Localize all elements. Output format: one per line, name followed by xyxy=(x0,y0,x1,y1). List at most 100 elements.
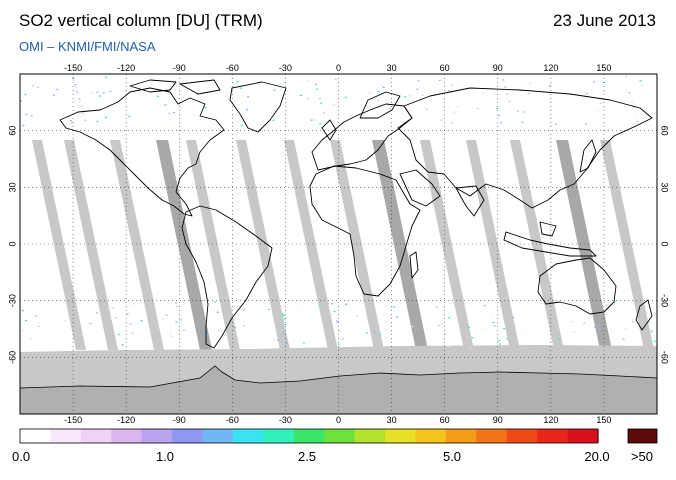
colorbar-segment xyxy=(111,429,143,443)
noise-speckle xyxy=(72,77,75,79)
noise-speckle xyxy=(284,323,287,326)
noise-speckle xyxy=(573,331,576,333)
noise-speckle xyxy=(612,330,615,332)
noise-speckle xyxy=(283,318,286,320)
noise-speckle xyxy=(22,124,25,127)
orbit-gap-swath xyxy=(284,140,338,350)
noise-speckle xyxy=(522,334,525,336)
noise-speckle xyxy=(56,88,59,90)
noise-speckle xyxy=(594,326,597,328)
noise-speckle xyxy=(548,84,551,87)
noise-speckle xyxy=(408,95,411,97)
orbit-gap-swath xyxy=(32,140,86,350)
colorbar-segment xyxy=(141,429,173,443)
colorbar-overflow-label: >50 xyxy=(630,449,654,464)
noise-speckle xyxy=(175,321,178,323)
colorbar-segment xyxy=(445,429,477,443)
colorbar-segment xyxy=(20,429,52,443)
noise-speckle xyxy=(503,328,506,330)
noise-speckle xyxy=(500,122,503,124)
noise-speckle xyxy=(501,304,504,306)
noise-speckle xyxy=(336,320,339,322)
noise-speckle xyxy=(121,344,124,346)
noise-speckle xyxy=(496,108,499,110)
noise-speckle xyxy=(468,326,471,328)
coastlines xyxy=(59,79,653,349)
noise-speckle xyxy=(204,107,207,109)
noise-speckle xyxy=(76,91,79,93)
noise-speckle xyxy=(77,324,80,327)
noise-speckle xyxy=(76,93,79,95)
noise-speckle xyxy=(476,108,479,110)
noise-speckle xyxy=(453,112,455,114)
noise-speckle xyxy=(549,340,552,342)
noise-speckle xyxy=(383,121,386,123)
lat-tick-label-right: -60 xyxy=(660,351,670,364)
noise-speckle xyxy=(635,115,638,118)
noise-speckle xyxy=(310,119,313,121)
lat-tick-label-right: 60 xyxy=(660,126,670,136)
noise-speckle xyxy=(179,319,182,321)
noise-speckle xyxy=(24,320,27,322)
british-isles-coast xyxy=(321,119,337,141)
colorbar-segment xyxy=(293,429,325,443)
noise-speckle xyxy=(105,116,108,118)
noise-speckle xyxy=(366,332,369,334)
noise-speckle xyxy=(377,100,379,102)
noise-speckle xyxy=(213,301,216,303)
noise-speckle xyxy=(111,307,114,309)
lon-tick-label-top: 90 xyxy=(493,63,503,73)
colorbar xyxy=(19,428,658,444)
noise-speckle xyxy=(341,338,344,340)
noise-speckle xyxy=(529,82,532,84)
noise-speckle xyxy=(653,340,656,342)
noise-speckle xyxy=(481,92,484,94)
noise-speckle xyxy=(82,112,85,114)
noise-speckle xyxy=(307,98,310,100)
noise-speckle xyxy=(636,120,639,122)
lon-tick-label-bottom: 0 xyxy=(336,415,341,425)
noise-speckle xyxy=(30,115,33,117)
lon-tick-label-bottom: -90 xyxy=(173,415,186,425)
noise-speckle xyxy=(498,115,501,117)
noise-speckle xyxy=(377,90,380,92)
noise-speckle xyxy=(460,82,463,84)
noise-speckle xyxy=(516,110,519,112)
noise-speckle xyxy=(20,100,23,102)
noise-speckle xyxy=(96,120,99,123)
lat-tick-label-right: 0 xyxy=(660,241,670,246)
noise-speckle xyxy=(285,342,288,345)
noise-speckle xyxy=(96,98,99,100)
noise-speckle xyxy=(277,339,280,341)
colorbar-segment xyxy=(537,429,569,443)
noise-speckle xyxy=(81,107,84,109)
noise-speckle xyxy=(392,306,395,308)
noise-speckle xyxy=(451,84,454,86)
noise-speckle xyxy=(83,115,86,117)
lon-tick-label-bottom: 60 xyxy=(440,415,450,425)
noise-speckle xyxy=(471,337,474,339)
noise-speckle xyxy=(164,104,167,106)
noise-speckle xyxy=(636,344,639,346)
lat-tick-label-left: 30 xyxy=(7,182,17,192)
noise-speckle xyxy=(195,93,198,95)
noise-speckle xyxy=(523,111,526,113)
orbit-gap-swath xyxy=(110,140,164,350)
noise-speckle xyxy=(483,305,486,307)
noise-speckle xyxy=(649,322,652,325)
lon-tick-label-top: -60 xyxy=(226,63,239,73)
orbit-gap-swath xyxy=(236,140,290,350)
noise-speckle xyxy=(521,121,524,123)
noise-speckle xyxy=(451,122,454,124)
noise-speckle xyxy=(368,92,371,94)
noise-speckle xyxy=(25,113,28,115)
noise-speckle xyxy=(339,330,342,332)
noise-speckle xyxy=(300,94,302,97)
asia-coast xyxy=(397,87,653,209)
noise-speckle xyxy=(272,340,275,342)
noise-speckle xyxy=(498,343,501,345)
noise-speckle xyxy=(337,343,340,345)
noise-speckle xyxy=(631,101,634,103)
noise-speckle xyxy=(440,119,443,121)
noise-speckle xyxy=(388,108,391,110)
